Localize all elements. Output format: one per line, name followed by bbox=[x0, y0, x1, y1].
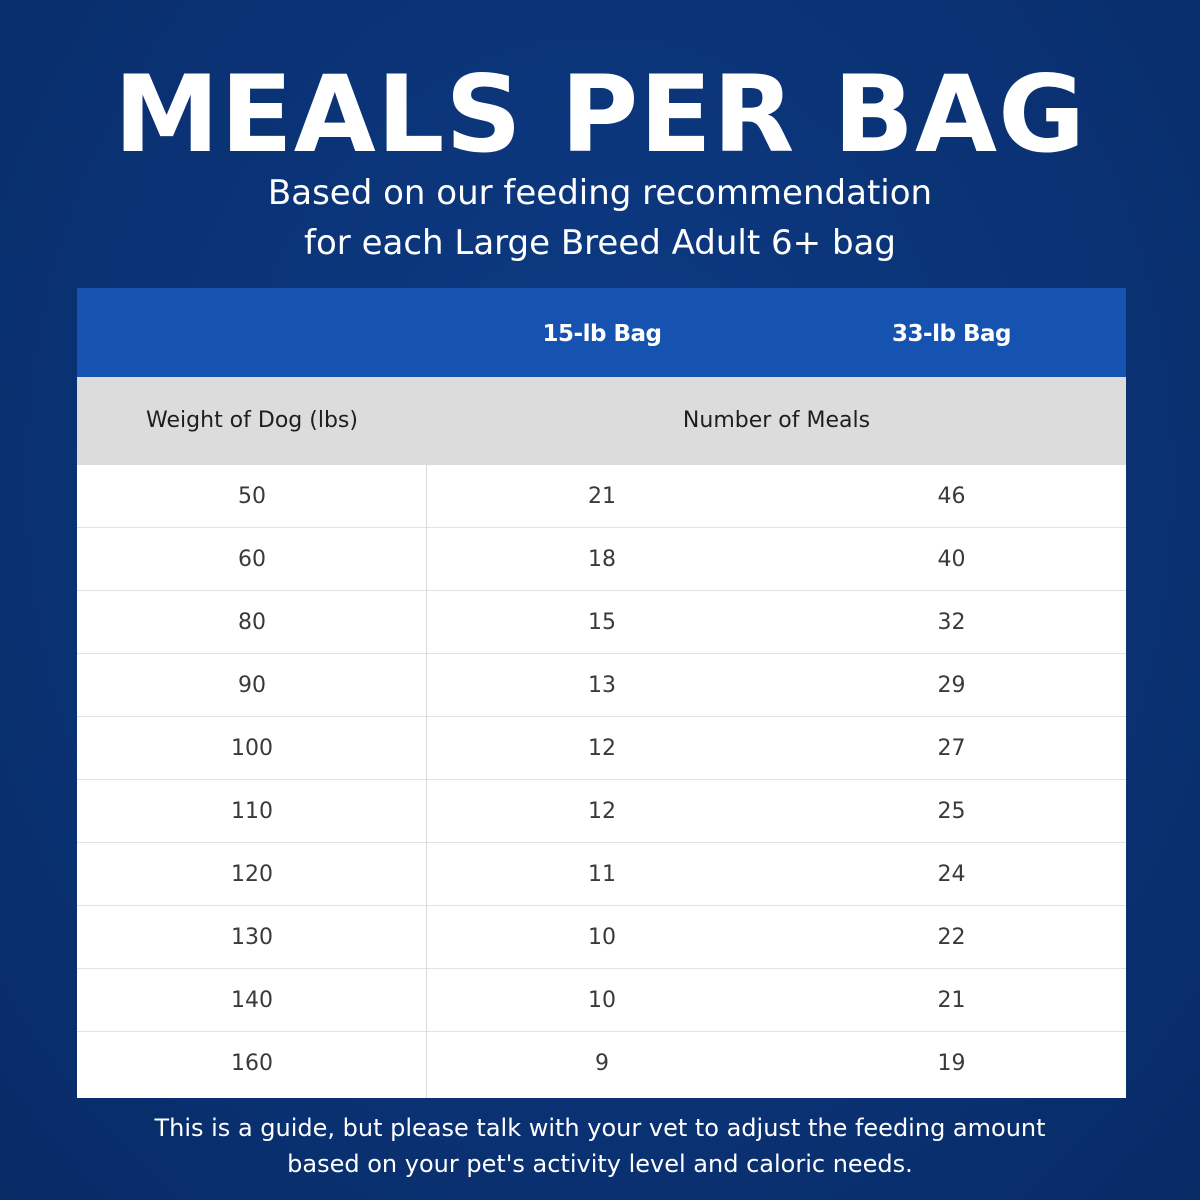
page-title: MEALS PER BAG bbox=[113, 53, 1087, 176]
weight-cell: 110 bbox=[231, 799, 273, 824]
bag15-meals-cell: 9 bbox=[595, 1051, 609, 1076]
weight-cell: 120 bbox=[231, 862, 273, 887]
table-row: 140 10 21 bbox=[77, 969, 1126, 1032]
table-body: 50 21 46 60 18 40 80 15 32 90 13 29 100 bbox=[77, 465, 1126, 1095]
bag15-meals-cell: 10 bbox=[588, 925, 616, 950]
weight-cell: 50 bbox=[238, 484, 266, 509]
weight-cell: 80 bbox=[238, 610, 266, 635]
table-subheader: Weight of Dog (lbs) Number of Meals bbox=[77, 377, 1126, 465]
weight-cell: 130 bbox=[231, 925, 273, 950]
table-row: 50 21 46 bbox=[77, 465, 1126, 528]
bag15-meals-cell: 15 bbox=[588, 610, 616, 635]
weight-cell: 160 bbox=[231, 1051, 273, 1076]
footer-note: This is a guide, but please talk with yo… bbox=[0, 1110, 1200, 1182]
bag33-meals-cell: 32 bbox=[937, 610, 966, 635]
table-row: 160 9 19 bbox=[77, 1032, 1126, 1095]
bag15-meals-cell: 11 bbox=[588, 862, 616, 887]
subtitle: Based on our feeding recommendation for … bbox=[0, 168, 1200, 268]
meals-table: 15-lb Bag 33-lb Bag Weight of Dog (lbs) … bbox=[77, 288, 1126, 1098]
bag33-meals-cell: 29 bbox=[937, 673, 966, 698]
column-divider bbox=[426, 465, 427, 1098]
bag15-meals-cell: 13 bbox=[588, 673, 616, 698]
bag33-meals-cell: 24 bbox=[937, 862, 966, 887]
subtitle-line-1: Based on our feeding recommendation bbox=[267, 173, 933, 213]
bag15-meals-cell: 12 bbox=[588, 736, 616, 761]
meals-column-header: Number of Meals bbox=[682, 408, 871, 433]
footer-line-1: This is a guide, but please talk with yo… bbox=[154, 1114, 1046, 1142]
table-bag-header: 15-lb Bag 33-lb Bag bbox=[77, 288, 1126, 377]
bag33-meals-cell: 21 bbox=[937, 988, 966, 1013]
bag33-meals-cell: 40 bbox=[937, 547, 966, 572]
weight-cell: 100 bbox=[231, 736, 273, 761]
table-row: 100 12 27 bbox=[77, 717, 1126, 780]
bag33-meals-cell: 46 bbox=[937, 484, 966, 509]
table-row: 110 12 25 bbox=[77, 780, 1126, 843]
bag-33lb-header: 33-lb Bag bbox=[892, 321, 1011, 347]
bag15-meals-cell: 21 bbox=[588, 484, 616, 509]
table-row: 130 10 22 bbox=[77, 906, 1126, 969]
weight-cell: 140 bbox=[231, 988, 273, 1013]
table-row: 90 13 29 bbox=[77, 654, 1126, 717]
bag33-meals-cell: 27 bbox=[937, 736, 966, 761]
weight-column-header: Weight of Dog (lbs) bbox=[146, 408, 358, 433]
bag15-meals-cell: 10 bbox=[588, 988, 616, 1013]
bag33-meals-cell: 19 bbox=[937, 1051, 966, 1076]
table-row: 120 11 24 bbox=[77, 843, 1126, 906]
table-row: 80 15 32 bbox=[77, 591, 1126, 654]
bag33-meals-cell: 25 bbox=[937, 799, 966, 824]
bag15-meals-cell: 18 bbox=[588, 547, 616, 572]
footer-line-2: based on your pet's activity level and c… bbox=[287, 1150, 913, 1178]
table-row: 60 18 40 bbox=[77, 528, 1126, 591]
bag15-meals-cell: 12 bbox=[588, 799, 616, 824]
bag33-meals-cell: 22 bbox=[937, 925, 966, 950]
weight-cell: 60 bbox=[238, 547, 266, 572]
weight-cell: 90 bbox=[238, 673, 266, 698]
subtitle-line-2: for each Large Breed Adult 6+ bag bbox=[304, 223, 896, 263]
bag-15lb-header: 15-lb Bag bbox=[542, 321, 662, 347]
